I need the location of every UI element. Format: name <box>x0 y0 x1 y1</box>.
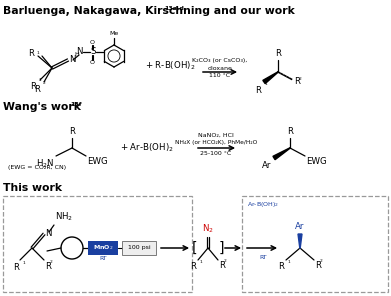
Text: Me: Me <box>109 31 118 36</box>
Polygon shape <box>298 234 302 248</box>
Text: (EWG = CO₂R, CN): (EWG = CO₂R, CN) <box>8 165 66 170</box>
Text: R: R <box>190 262 196 271</box>
Text: $^2$: $^2$ <box>298 76 302 82</box>
Text: Ar-B(OH)$_2$: Ar-B(OH)$_2$ <box>247 200 279 209</box>
Text: N: N <box>76 47 82 57</box>
Text: R: R <box>69 127 75 136</box>
Text: H$_2$N: H$_2$N <box>36 158 54 170</box>
Text: 13f: 13f <box>70 102 81 107</box>
Text: + R-B(OH)$_2$: + R-B(OH)$_2$ <box>145 60 196 72</box>
Bar <box>242 196 388 292</box>
Text: EWG: EWG <box>306 157 327 166</box>
Text: R: R <box>315 261 321 270</box>
Text: NaNO₂, HCl: NaNO₂, HCl <box>198 133 234 138</box>
Bar <box>3 196 192 292</box>
Bar <box>88 241 118 255</box>
Text: Ar: Ar <box>262 161 271 170</box>
Bar <box>122 241 156 255</box>
Text: R: R <box>219 261 225 270</box>
Text: $^2$: $^2$ <box>223 259 228 264</box>
Text: MnO$_2$: MnO$_2$ <box>93 244 113 252</box>
Text: R: R <box>34 85 40 94</box>
Text: Wang's work: Wang's work <box>3 102 84 112</box>
Text: $^1$: $^1$ <box>287 260 291 265</box>
Text: $^2$: $^2$ <box>319 259 323 264</box>
Text: 110 °C: 110 °C <box>210 73 231 78</box>
Text: O: O <box>90 60 95 65</box>
Text: R: R <box>30 82 36 91</box>
Text: R: R <box>255 86 261 95</box>
Text: NH₄X (or HCO₂K), PhMe/H₂O: NH₄X (or HCO₂K), PhMe/H₂O <box>175 140 257 145</box>
Text: RT: RT <box>99 256 107 261</box>
Text: O: O <box>90 39 95 44</box>
Text: R: R <box>13 263 19 272</box>
Text: N: N <box>69 54 75 64</box>
Text: EWG: EWG <box>87 157 108 166</box>
Polygon shape <box>263 72 278 84</box>
Text: Barluenga, Nakagawa, Kirschning and our work: Barluenga, Nakagawa, Kirschning and our … <box>3 6 298 16</box>
Text: N: N <box>45 229 52 237</box>
Text: $^1$: $^1$ <box>38 78 43 83</box>
Text: 25-100 °C: 25-100 °C <box>200 151 231 156</box>
Text: $^1$: $^1$ <box>264 81 269 86</box>
Text: $^2$: $^2$ <box>42 81 47 86</box>
Text: H: H <box>74 52 79 57</box>
Text: R: R <box>28 49 34 57</box>
Text: [: [ <box>192 241 197 255</box>
Text: R: R <box>287 127 293 136</box>
Text: N$_2$: N$_2$ <box>202 223 214 235</box>
Text: $^1$: $^1$ <box>22 261 27 266</box>
Text: $^1$: $^1$ <box>36 50 40 56</box>
Text: R: R <box>278 262 284 271</box>
Text: 100 psi: 100 psi <box>128 245 150 250</box>
Text: R: R <box>294 76 300 86</box>
Text: + Ar-B(OH)$_2$: + Ar-B(OH)$_2$ <box>120 142 174 154</box>
Text: RT: RT <box>259 255 267 260</box>
Text: dioxane: dioxane <box>208 65 232 70</box>
Text: ]: ] <box>219 241 224 255</box>
Text: S: S <box>90 47 96 57</box>
Text: 13a-d: 13a-d <box>164 6 184 11</box>
Text: $^1$: $^1$ <box>199 260 203 265</box>
Text: K₂CO₃ (or CsCO₃),: K₂CO₃ (or CsCO₃), <box>192 58 248 63</box>
Text: NH$_2$: NH$_2$ <box>55 210 73 223</box>
Text: R: R <box>275 49 281 58</box>
Text: $^2$: $^2$ <box>49 260 54 265</box>
Polygon shape <box>273 148 290 160</box>
Text: R: R <box>45 262 51 271</box>
Text: Ar: Ar <box>295 222 305 231</box>
Text: This work: This work <box>3 183 62 193</box>
